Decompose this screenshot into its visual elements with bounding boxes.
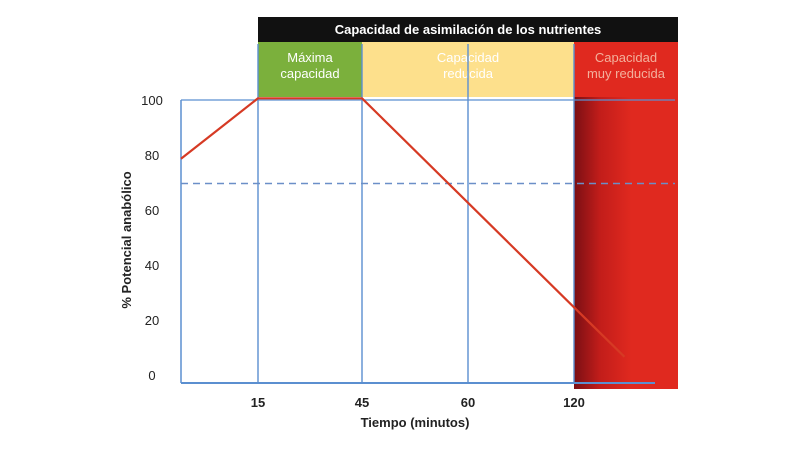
y-tick-label: 100	[141, 93, 163, 108]
x-tick-label: 60	[461, 395, 475, 410]
chart-title: Capacidad de asimilación de los nutrient…	[335, 22, 602, 37]
x-tick-label: 45	[355, 395, 369, 410]
series-line	[181, 98, 625, 357]
y-tick-label: 60	[145, 203, 159, 218]
x-tick-labels: 15 45 60 120	[251, 395, 585, 410]
x-tick-label: 15	[251, 395, 265, 410]
zone-label: capacidad	[280, 66, 339, 81]
y-tick-label: 0	[148, 368, 155, 383]
y-tick-label: 80	[145, 148, 159, 163]
title-banner: Capacidad de asimilación de los nutrient…	[258, 17, 678, 42]
x-tick-label: 120	[563, 395, 585, 410]
y-tick-label: 40	[145, 258, 159, 273]
series-layer	[181, 98, 625, 357]
zone-label: Máxima	[287, 50, 333, 65]
y-axis-label: % Potencial anabólico	[119, 171, 134, 308]
y-tick-labels: 0 20 40 60 80 100	[141, 93, 163, 383]
x-axis-label: Tiempo (minutos)	[361, 415, 470, 430]
zone-label: Capacidad	[595, 50, 657, 65]
y-tick-label: 20	[145, 313, 159, 328]
zone-label: muy reducida	[587, 66, 666, 81]
